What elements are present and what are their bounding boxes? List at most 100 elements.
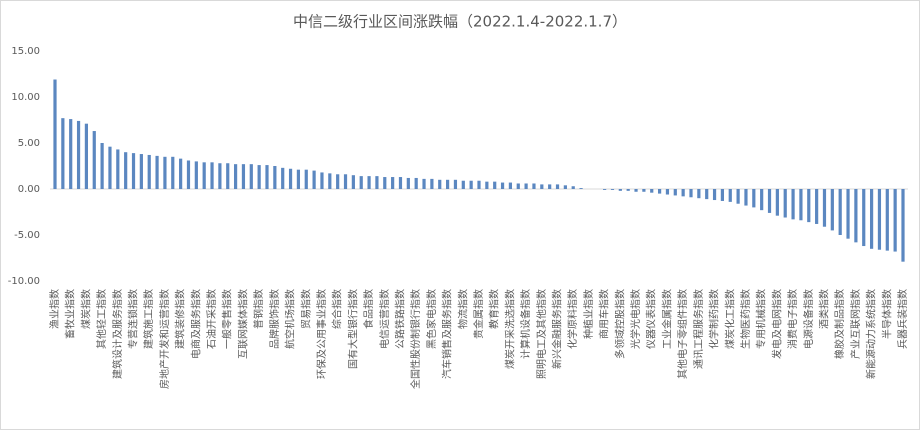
bar (218, 163, 222, 189)
x-tick-label: 商用车指数 (598, 289, 611, 339)
bar (720, 189, 725, 201)
bar (351, 175, 355, 189)
bar (548, 184, 552, 189)
bar (438, 179, 442, 189)
bar (697, 189, 701, 199)
bar (273, 166, 277, 189)
x-tick-label: 消费电子指数 (786, 289, 799, 349)
bar (626, 189, 630, 191)
x-tick-label: 工业金属指数 (660, 289, 673, 349)
bar (791, 189, 795, 220)
x-tick-label: 电源设备指数 (802, 289, 815, 349)
bar (500, 182, 505, 189)
bar (885, 189, 889, 251)
bar (540, 184, 544, 189)
x-tick-label: 物流指数 (456, 289, 469, 329)
x-tick-label: 产业互联网指数 (849, 289, 862, 359)
bar (76, 120, 81, 189)
bar (705, 189, 709, 200)
bar (61, 118, 65, 189)
bar (288, 168, 293, 189)
y-tick-label: 15.00 (11, 46, 40, 57)
x-tick-label: 发电及电网指数 (770, 289, 783, 359)
x-tick-label: 生物医药指数 (739, 289, 752, 349)
bar (359, 176, 363, 189)
bar (92, 131, 96, 189)
bar (53, 79, 57, 189)
bar (343, 174, 348, 189)
x-tick-label: 电商及服务指数 (189, 289, 202, 359)
bar (901, 189, 905, 262)
bar (893, 189, 897, 252)
bar (202, 162, 206, 189)
bar (320, 172, 324, 189)
x-tick-label: 其他电子零组件指数 (676, 289, 689, 379)
bar (736, 189, 740, 204)
bar (422, 178, 426, 189)
bar (304, 169, 308, 189)
bar (69, 119, 73, 189)
x-tick-label: 教育指数 (488, 289, 501, 329)
bar (681, 189, 685, 197)
bar (194, 161, 198, 189)
bar (477, 180, 481, 189)
x-tick-label: 煤炭化工指数 (723, 289, 736, 349)
bar (367, 176, 371, 189)
y-tick-label: 10.00 (11, 92, 40, 103)
x-tick-label: 其他轻工指数 (95, 289, 108, 349)
bar (461, 180, 465, 189)
bar (453, 179, 458, 189)
bar (108, 146, 112, 189)
bar (265, 165, 269, 189)
bar (603, 189, 607, 190)
bar (650, 189, 654, 193)
x-tick-label: 建筑设计及服务指数 (111, 289, 124, 379)
x-tick-label: 煤炭指数 (79, 289, 92, 329)
x-tick-label: 综合指数 (331, 289, 344, 329)
bar (84, 123, 89, 189)
bar (414, 177, 418, 189)
bar (555, 184, 560, 189)
bar (775, 189, 779, 216)
bar (665, 189, 670, 195)
bar (767, 189, 772, 213)
bar (579, 188, 583, 189)
x-tick-label: 半导体指数 (880, 289, 893, 339)
bar (336, 174, 340, 189)
bar (571, 186, 575, 189)
bar (712, 189, 717, 201)
x-tick-label: 航空机场指数 (284, 289, 297, 349)
bar (838, 189, 842, 235)
bar (147, 154, 151, 189)
bar (179, 158, 183, 189)
bar (634, 189, 638, 192)
bar (862, 189, 866, 247)
x-tick-label: 汽车销售及服务指数 (441, 289, 454, 379)
x-tick-label: 计算机设备指数 (519, 289, 532, 359)
x-tick-label: 环保及公用事业指数 (315, 289, 328, 379)
bar (877, 189, 882, 250)
x-tick-label: 橡胶及制品指数 (833, 289, 846, 359)
x-tick-label: 光学光电指数 (629, 289, 642, 349)
bar (406, 177, 410, 189)
bar (469, 180, 473, 189)
bar (391, 177, 395, 189)
bar (524, 183, 528, 189)
x-tick-label: 公路铁路指数 (393, 289, 406, 349)
bar (281, 167, 285, 189)
x-tick-label: 通讯工程服务指数 (692, 289, 705, 369)
bar (485, 181, 489, 189)
x-tick-label: 新能源动力系统指数 (865, 289, 878, 379)
x-tick-label: 建筑装修指数 (174, 289, 187, 349)
bar (657, 189, 662, 194)
bar (822, 189, 827, 227)
bar (799, 189, 803, 221)
x-tick-label: 化学制药指数 (708, 289, 721, 349)
bar (383, 177, 387, 189)
bar (493, 181, 497, 189)
x-tick-label: 品牌服饰指数 (268, 289, 281, 349)
bar (233, 164, 238, 189)
x-tick-label: 石油开采指数 (205, 289, 218, 349)
bar (186, 160, 191, 189)
